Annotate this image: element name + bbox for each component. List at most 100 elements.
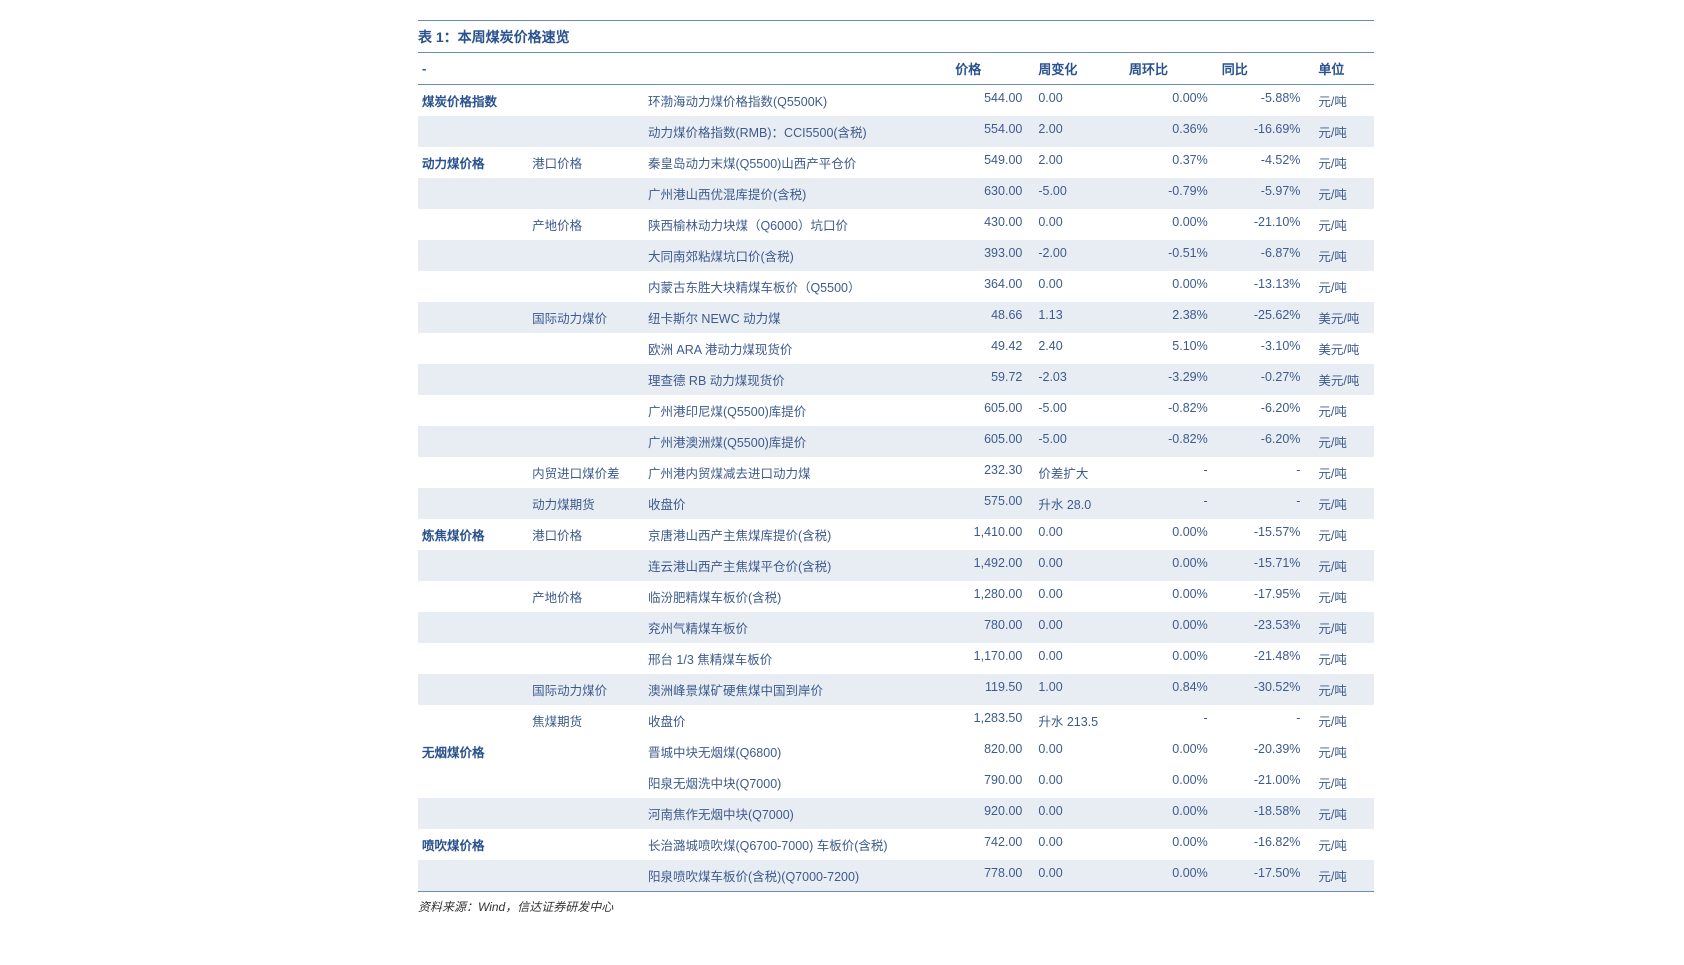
cell-group2: [528, 426, 644, 457]
cell-yoy: -21.10%: [1212, 209, 1305, 240]
cell-yoy: -4.52%: [1212, 147, 1305, 178]
cell-yoy: -16.69%: [1212, 116, 1305, 147]
cell-yoy: -6.20%: [1212, 395, 1305, 426]
cell-unit: 美元/吨: [1304, 333, 1374, 364]
cell-wow: -0.82%: [1119, 426, 1212, 457]
cell-name: 阳泉无烟洗中块(Q7000): [644, 767, 945, 798]
cell-group1: [418, 860, 528, 892]
cell-name: 欧洲 ARA 港动力煤现货价: [644, 333, 945, 364]
cell-group1: [418, 798, 528, 829]
cell-unit: 美元/吨: [1304, 364, 1374, 395]
cell-group2: 国际动力煤价: [528, 302, 644, 333]
cell-wchg: 0.00: [1026, 736, 1119, 767]
cell-yoy: -18.58%: [1212, 798, 1305, 829]
cell-unit: 元/吨: [1304, 271, 1374, 302]
cell-group1: [418, 302, 528, 333]
cell-price: 49.42: [945, 333, 1026, 364]
cell-group2: [528, 767, 644, 798]
cell-wow: -0.79%: [1119, 178, 1212, 209]
cell-unit: 元/吨: [1304, 705, 1374, 736]
cell-price: 742.00: [945, 829, 1026, 860]
cell-price: 630.00: [945, 178, 1026, 209]
cell-wchg: 0.00: [1026, 860, 1119, 892]
table-row: 理查德 RB 动力煤现货价59.72-2.03-3.29%-0.27%美元/吨: [418, 364, 1374, 395]
table-row: 河南焦作无烟中块(Q7000)920.000.000.00%-18.58%元/吨: [418, 798, 1374, 829]
cell-wchg: 0.00: [1026, 209, 1119, 240]
cell-yoy: -6.20%: [1212, 426, 1305, 457]
table-row: 阳泉无烟洗中块(Q7000)790.000.000.00%-21.00%元/吨: [418, 767, 1374, 798]
cell-group2: [528, 860, 644, 892]
cell-group2: [528, 736, 644, 767]
cell-price: 820.00: [945, 736, 1026, 767]
cell-group2: 港口价格: [528, 147, 644, 178]
cell-wow: 0.00%: [1119, 550, 1212, 581]
cell-wow: 5.10%: [1119, 333, 1212, 364]
cell-price: 780.00: [945, 612, 1026, 643]
cell-name: 连云港山西产主焦煤平仓价(含税): [644, 550, 945, 581]
cell-wow: 0.00%: [1119, 736, 1212, 767]
cell-price: 544.00: [945, 85, 1026, 117]
cell-unit: 元/吨: [1304, 519, 1374, 550]
cell-price: 554.00: [945, 116, 1026, 147]
cell-price: 778.00: [945, 860, 1026, 892]
cell-group2: [528, 829, 644, 860]
footer-note: 「好投资讯」专业的投资研究大数据共享平台: [0, 935, 1684, 965]
cell-price: 1,280.00: [945, 581, 1026, 612]
cell-group2: [528, 178, 644, 209]
cell-group1: 炼焦煤价格: [418, 519, 528, 550]
cell-name: 环渤海动力煤价格指数(Q5500K): [644, 85, 945, 117]
table-row: 连云港山西产主焦煤平仓价(含税)1,492.000.000.00%-15.71%…: [418, 550, 1374, 581]
cell-wow: -: [1119, 705, 1212, 736]
cell-price: 364.00: [945, 271, 1026, 302]
cell-wchg: 1.00: [1026, 674, 1119, 705]
cell-price: 59.72: [945, 364, 1026, 395]
table-row: 大同南郊粘煤坑口价(含税)393.00-2.00-0.51%-6.87%元/吨: [418, 240, 1374, 271]
cell-yoy: -21.00%: [1212, 767, 1305, 798]
cell-group2: [528, 116, 644, 147]
table-row: 产地价格临汾肥精煤车板价(含税)1,280.000.000.00%-17.95%…: [418, 581, 1374, 612]
cell-name: 陕西榆林动力块煤（Q6000）坑口价: [644, 209, 945, 240]
cell-unit: 元/吨: [1304, 581, 1374, 612]
cell-unit: 元/吨: [1304, 829, 1374, 860]
cell-name: 大同南郊粘煤坑口价(含税): [644, 240, 945, 271]
cell-unit: 元/吨: [1304, 643, 1374, 674]
cell-group1: [418, 209, 528, 240]
table-title: 表 1：本周煤炭价格速览: [418, 20, 1374, 52]
data-source: 资料来源：Wind，信达证券研发中心: [418, 892, 1374, 915]
cell-wchg: 升水 213.5: [1026, 705, 1119, 736]
cell-price: 575.00: [945, 488, 1026, 519]
cell-wchg: 0.00: [1026, 612, 1119, 643]
table-row: 兖州气精煤车板价780.000.000.00%-23.53%元/吨: [418, 612, 1374, 643]
cell-price: 393.00: [945, 240, 1026, 271]
table-row: 焦煤期货收盘价1,283.50升水 213.5--元/吨: [418, 705, 1374, 736]
cell-wow: 0.00%: [1119, 860, 1212, 892]
cell-wow: -: [1119, 457, 1212, 488]
cell-wchg: 0.00: [1026, 550, 1119, 581]
cell-yoy: -5.97%: [1212, 178, 1305, 209]
table-row: 欧洲 ARA 港动力煤现货价49.422.405.10%-3.10%美元/吨: [418, 333, 1374, 364]
cell-unit: 元/吨: [1304, 395, 1374, 426]
cell-group1: [418, 426, 528, 457]
cell-wchg: 0.00: [1026, 643, 1119, 674]
cell-group2: 港口价格: [528, 519, 644, 550]
cell-group2: 动力煤期货: [528, 488, 644, 519]
cell-name: 收盘价: [644, 705, 945, 736]
cell-name: 河南焦作无烟中块(Q7000): [644, 798, 945, 829]
table-row: 煤炭价格指数环渤海动力煤价格指数(Q5500K)544.000.000.00%-…: [418, 85, 1374, 117]
cell-group2: [528, 395, 644, 426]
cell-unit: 元/吨: [1304, 116, 1374, 147]
cell-price: 605.00: [945, 426, 1026, 457]
cell-wow: 0.37%: [1119, 147, 1212, 178]
cell-yoy: -17.50%: [1212, 860, 1305, 892]
cell-yoy: -: [1212, 705, 1305, 736]
cell-unit: 元/吨: [1304, 240, 1374, 271]
table-row: 动力煤期货收盘价575.00升水 28.0--元/吨: [418, 488, 1374, 519]
cell-group2: [528, 550, 644, 581]
cell-yoy: -13.13%: [1212, 271, 1305, 302]
cell-group1: [418, 364, 528, 395]
cell-unit: 元/吨: [1304, 488, 1374, 519]
cell-name: 内蒙古东胜大块精煤车板价（Q5500）: [644, 271, 945, 302]
cell-wow: 0.00%: [1119, 519, 1212, 550]
cell-price: 1,283.50: [945, 705, 1026, 736]
cell-wchg: 0.00: [1026, 767, 1119, 798]
